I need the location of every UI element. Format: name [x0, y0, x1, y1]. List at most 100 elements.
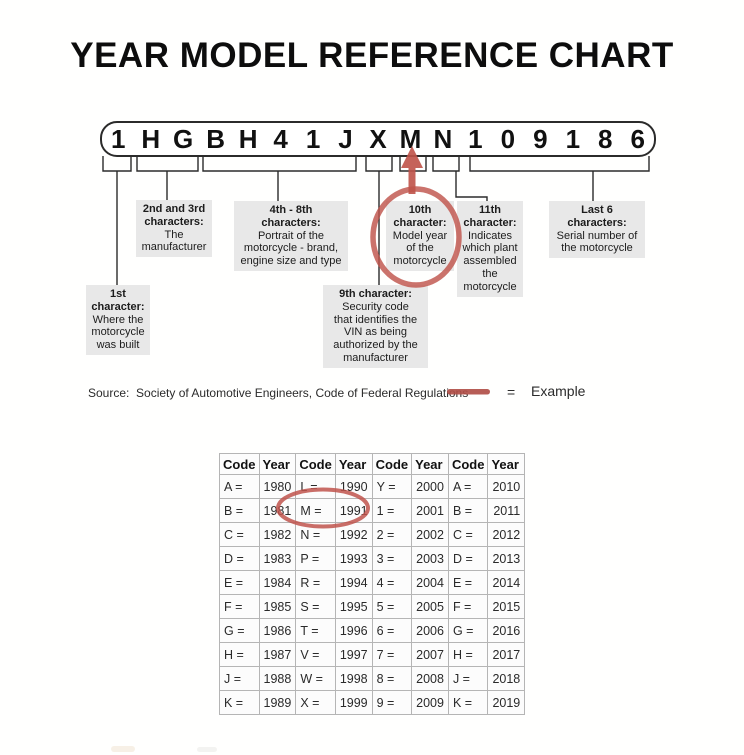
table-row: D = 1983 P = 1993 3 = 2003 D = 2013 — [219, 546, 526, 571]
source-note: Source: Society of Automotive Engineers,… — [88, 386, 469, 400]
callout-body-line: Where the — [92, 313, 144, 326]
callout-2nd-3rd-characters: 2nd and 3rd characters: The manufacturer — [136, 200, 212, 258]
year-cell: 1994 — [334, 570, 373, 595]
table-header-cell: Code — [371, 453, 413, 475]
year-cell: 1981 — [258, 498, 297, 523]
year-cell: 1982 — [258, 522, 297, 547]
callout-heading-line: characters: — [261, 216, 321, 229]
callout-heading-line: character: — [393, 216, 447, 229]
year-cell: 2017 — [487, 642, 526, 667]
year-cell: 2013 — [487, 546, 526, 571]
connector-char-11 — [455, 171, 488, 201]
table-header-cell: Code — [295, 453, 336, 475]
vin-character: 9 — [533, 124, 548, 154]
code-cell: 7 = — [371, 642, 413, 667]
year-cell: 2006 — [411, 618, 449, 643]
character-group-brackets — [102, 156, 650, 172]
code-cell: A = — [219, 474, 260, 499]
year-cell: 1989 — [258, 690, 297, 715]
code-cell: E = — [447, 570, 489, 595]
vin-character: H — [238, 124, 258, 154]
vin-character: 1 — [565, 124, 581, 154]
callout-heading-line: character: — [463, 216, 517, 229]
code-cell: D = — [447, 546, 489, 571]
year-cell: 2000 — [411, 474, 449, 499]
bracket-chars-2-3 — [136, 156, 199, 172]
year-cell: 1990 — [334, 474, 373, 499]
bracket-char-9 — [365, 156, 393, 172]
code-cell: 9 = — [371, 690, 413, 715]
callout-body-line: Indicates — [467, 229, 513, 242]
year-cell: 1985 — [258, 594, 297, 619]
code-cell: X = — [295, 690, 336, 715]
code-cell: H = — [219, 642, 260, 667]
callout-11th-character: 11th character: Indicates which plant assemb… — [457, 201, 523, 297]
year-cell: 1992 — [334, 522, 373, 547]
callout-heading-line: 4th - 8th — [269, 204, 313, 216]
page-title: YEAR MODEL REFERENCE CHART — [70, 36, 674, 75]
bracket-chars-4-8 — [202, 156, 357, 172]
callout-9th-character: 9th character: Security code that identifi… — [323, 285, 428, 368]
code-cell: G = — [219, 618, 260, 643]
table-row: H = 1987 V = 1997 7 = 2007 H = 2017 — [219, 642, 526, 667]
code-cell: J = — [219, 666, 260, 691]
table-header-cell: Year — [411, 453, 449, 475]
example-arrow-shaft — [408, 164, 416, 194]
callout-body-line: which plant — [462, 242, 518, 255]
code-cell: Y = — [371, 474, 413, 499]
vin-character: B — [206, 124, 226, 154]
code-cell: M = — [295, 498, 336, 523]
year-cell: 2002 — [411, 522, 449, 547]
code-cell: P = — [295, 546, 336, 571]
vin-character: M — [399, 124, 422, 154]
table-header-cell: Year — [487, 453, 526, 475]
callout-body-line: manufacturer — [141, 241, 207, 254]
code-cell: K = — [219, 690, 260, 715]
table-header-cell: Year — [334, 453, 373, 475]
vin-character: 1 — [111, 124, 126, 154]
year-cell: 1987 — [258, 642, 297, 667]
bottom-edge-artifact — [197, 747, 217, 752]
callout-body-line: engine size and type — [240, 255, 342, 268]
callout-body-line: The — [164, 228, 184, 241]
code-cell: V = — [295, 642, 336, 667]
code-cell: K = — [447, 690, 489, 715]
code-cell: R = — [295, 570, 336, 595]
callout-heading-line: character: — [91, 300, 145, 313]
callout-heading-line: 11th — [478, 204, 501, 216]
year-cell: 2011 — [487, 498, 526, 523]
year-cell: 2019 — [487, 690, 526, 715]
vin-character: 1 — [468, 124, 483, 154]
code-cell: F = — [447, 594, 489, 619]
bracket-char-1 — [102, 156, 132, 172]
code-cell: G = — [447, 618, 489, 643]
callout-body-line: Serial number of — [556, 229, 638, 242]
callout-heading-line: 2nd and 3rd — [142, 203, 206, 215]
callout-body-line: the motorcycle — [561, 242, 633, 255]
legend-example-label: Example — [531, 383, 586, 399]
callout-body-line: was built — [96, 339, 140, 352]
code-cell: L = — [295, 474, 336, 499]
vin-character: J — [338, 124, 353, 154]
callout-heading-line: 1st — [110, 288, 126, 300]
vin-character: 4 — [273, 124, 288, 154]
code-cell: 3 = — [371, 546, 413, 571]
vin-character: X — [369, 124, 387, 154]
code-cell: C = — [219, 522, 260, 547]
callout-heading-line: 10th — [408, 204, 432, 216]
year-cell: 2007 — [411, 642, 449, 667]
year-cell: 2014 — [487, 570, 526, 595]
callout-body-line: that identifies the — [333, 313, 418, 326]
vin-character: 1 — [305, 124, 321, 154]
year-cell: 1986 — [258, 618, 297, 643]
table-row: G = 1986 T = 1996 6 = 2006 G = 2016 — [219, 618, 526, 643]
table-row: C = 1982 N = 1992 2 = 2002 C = 2012 — [219, 522, 526, 547]
year-cell: 2018 — [487, 666, 526, 691]
callout-10th-character: 10th character: Model year of the motorcycle — [386, 201, 454, 271]
year-cell: 1988 — [258, 666, 297, 691]
callout-body-line: the — [482, 267, 498, 280]
callout-4th-8th-characters: 4th - 8th characters: Portrait of the motor… — [234, 201, 348, 271]
code-cell: 8 = — [371, 666, 413, 691]
